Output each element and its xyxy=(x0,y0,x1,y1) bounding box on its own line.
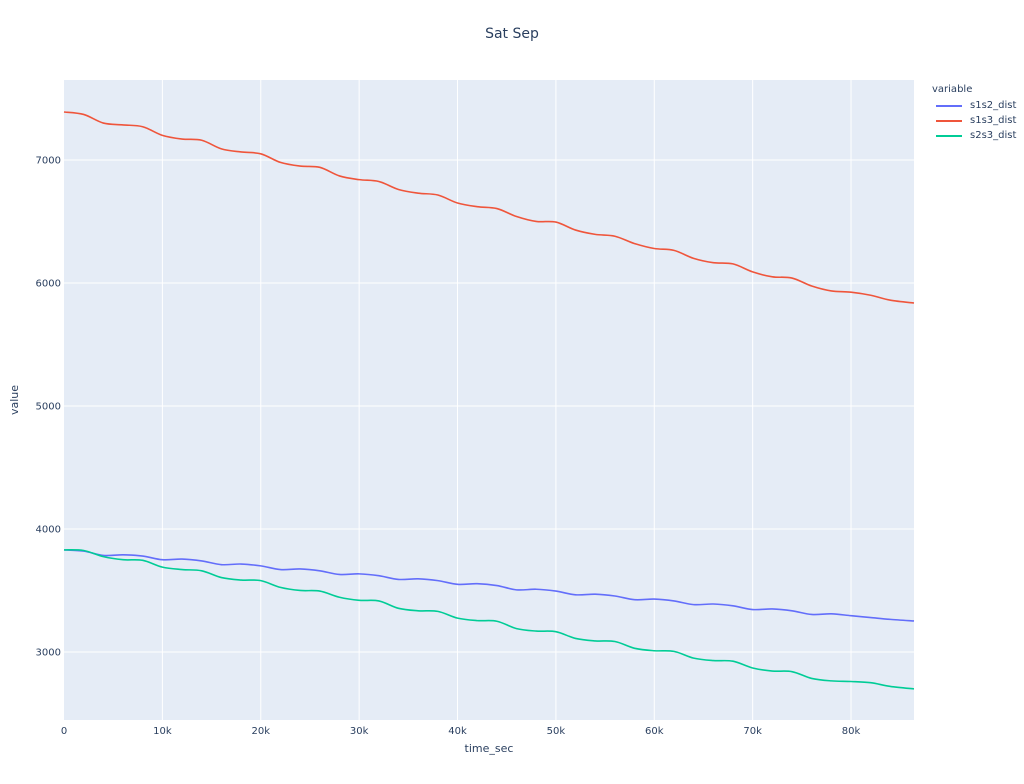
x-axis-ticks: 0 10k 20k 30k 40k 50k 60k 70k 80k xyxy=(61,726,861,737)
x-axis-title: time_sec xyxy=(465,742,514,755)
series-line-s1s2_dist[interactable] xyxy=(63,549,915,622)
x-tick-label: 40k xyxy=(448,726,467,737)
y-tick-label: 6000 xyxy=(36,278,61,289)
legend-item-s1s2[interactable]: s1s2_dist xyxy=(932,98,1016,113)
legend-swatch-icon xyxy=(936,119,962,122)
x-tick-label: 60k xyxy=(645,726,664,737)
x-tick-label: 20k xyxy=(252,726,271,737)
x-tick-label: 80k xyxy=(842,726,861,737)
series-lines[interactable] xyxy=(63,111,915,690)
x-tick-label: 70k xyxy=(743,726,762,737)
x-tick-label: 50k xyxy=(547,726,566,737)
legend-label: s2s3_dist xyxy=(970,130,1017,141)
y-tick-label: 3000 xyxy=(36,647,61,658)
x-tick-label: 0 xyxy=(61,726,67,737)
plot-background xyxy=(64,80,914,720)
legend-label: s1s3_dist xyxy=(970,115,1017,126)
series-line-s1s3_dist[interactable] xyxy=(63,111,915,304)
legend-swatch-icon xyxy=(936,134,962,137)
y-axis-title: value xyxy=(8,385,21,415)
x-tick-label: 30k xyxy=(350,726,369,737)
y-tick-label: 4000 xyxy=(36,524,61,535)
legend-item-s1s3[interactable]: s1s3_dist xyxy=(932,113,1016,128)
y-axis-ticks: 3000 4000 5000 6000 7000 xyxy=(36,155,61,658)
y-tick-label: 5000 xyxy=(36,401,61,412)
series-line-s2s3_dist[interactable] xyxy=(63,549,915,690)
legend: variable s1s2_dist s1s3_dist s2s3_dist xyxy=(932,84,1016,143)
legend-swatch-icon xyxy=(936,104,962,107)
legend-title: variable xyxy=(932,84,973,95)
x-tick-label: 10k xyxy=(153,726,172,737)
chart-title: Sat Sep xyxy=(485,26,539,42)
legend-label: s1s2_dist xyxy=(970,100,1017,111)
legend-item-s2s3[interactable]: s2s3_dist xyxy=(932,128,1016,143)
y-tick-label: 7000 xyxy=(36,155,61,166)
gridlines xyxy=(64,80,914,720)
